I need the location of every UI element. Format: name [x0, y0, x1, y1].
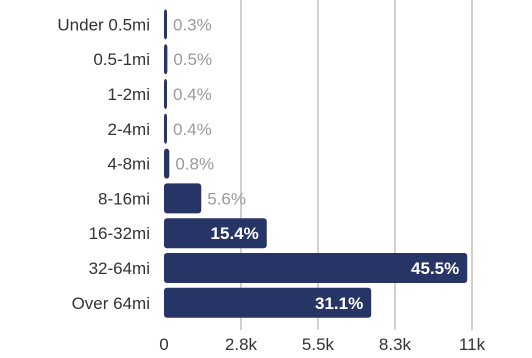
data-label-2: 0.4%	[173, 85, 212, 104]
bar-1	[164, 44, 168, 75]
x-tick-label-3: 8.3k	[379, 335, 412, 354]
bar-8	[164, 287, 372, 318]
data-labels: 0.3% 0.5% 0.4% 0.4% 0.8% 5.6% 15.4% 45.5% 31.1%	[173, 15, 459, 312]
category-label-4: 4-8mi	[107, 155, 150, 174]
category-label-7: 32-64mi	[89, 259, 150, 278]
data-label-0: 0.3%	[173, 15, 212, 34]
bar-3	[164, 113, 167, 144]
bars	[164, 9, 468, 318]
x-axis-tick-labels: 0 2.8k 5.5k 8.3k 11k	[159, 335, 485, 354]
x-tick-label-2: 5.5k	[302, 335, 335, 354]
x-tick-label-0: 0	[159, 335, 168, 354]
bar-2	[164, 79, 167, 109]
bar-5	[164, 183, 202, 214]
category-label-3: 2-4mi	[107, 120, 150, 139]
data-label-8: 31.1%	[315, 294, 363, 313]
data-label-7: 45.5%	[411, 259, 459, 278]
category-label-2: 1-2mi	[107, 85, 150, 104]
category-label-6: 16-32mi	[89, 224, 150, 243]
data-label-4: 0.8%	[175, 155, 214, 174]
category-label-5: 8-16mi	[98, 189, 150, 208]
category-labels: Under 0.5mi 0.5-1mi 1-2mi 2-4mi 4-8mi 8-16mi 1…	[57, 15, 150, 312]
x-tick-label-1: 2.8k	[225, 335, 258, 354]
category-label-8: Over 64mi	[72, 294, 150, 313]
data-label-5: 5.6%	[207, 189, 246, 208]
category-label-0: Under 0.5mi	[57, 15, 150, 34]
bar-7	[164, 253, 468, 283]
x-tick-label-4: 11k	[459, 335, 486, 354]
data-label-1: 0.5%	[173, 50, 212, 69]
bar-6	[164, 218, 267, 249]
bar-4	[164, 148, 170, 179]
bar-0	[164, 9, 167, 40]
data-label-6: 15.4%	[211, 224, 259, 243]
data-label-3: 0.4%	[173, 120, 212, 139]
category-label-1: 0.5-1mi	[93, 50, 150, 69]
